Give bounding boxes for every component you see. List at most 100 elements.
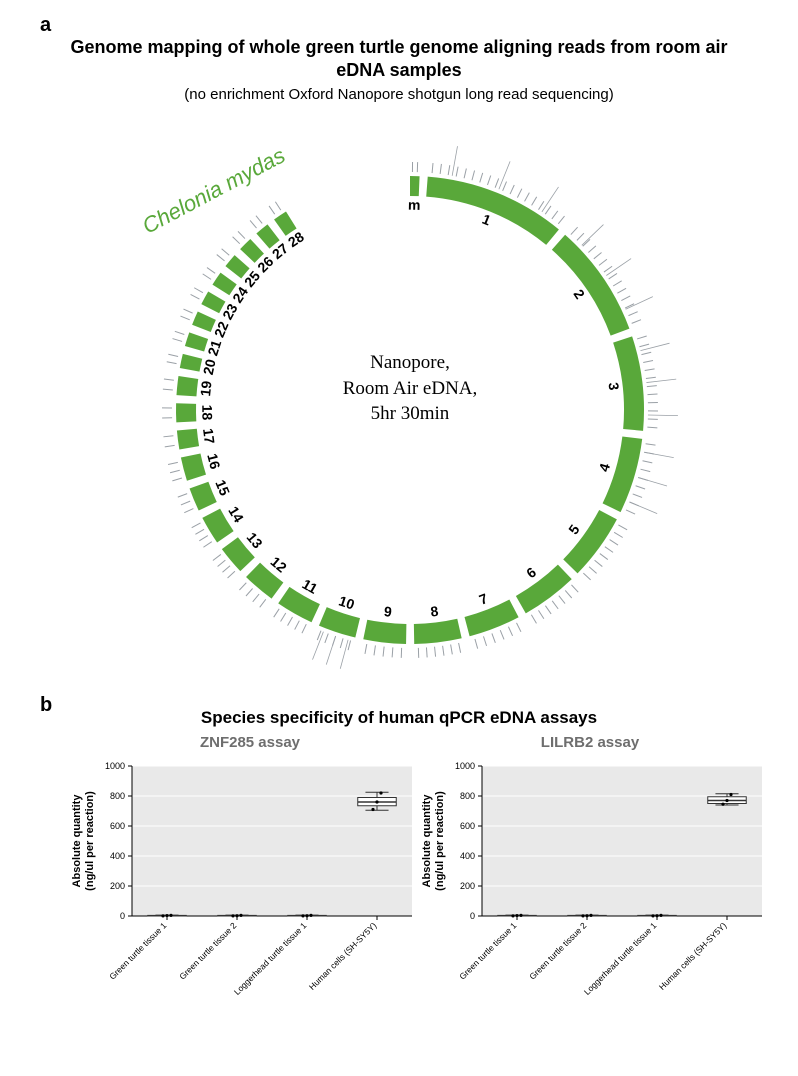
data-point <box>659 914 662 917</box>
coverage-tick <box>571 585 578 592</box>
coverage-longtick <box>638 478 667 487</box>
chromosome-label: 16 <box>204 452 223 471</box>
chromosome-label: 17 <box>200 427 218 445</box>
data-point <box>169 914 172 917</box>
coverage-tick <box>503 182 507 191</box>
center-line2: Room Air eDNA, <box>343 378 478 399</box>
ytick-label: 800 <box>110 791 125 801</box>
data-point <box>231 914 234 917</box>
coverage-tick <box>545 606 551 614</box>
circos-center-text: Nanopore, Room Air eDNA, 5hr 30min <box>290 350 530 427</box>
coverage-tick <box>508 627 512 636</box>
coverage-tick <box>552 211 558 219</box>
coverage-tick <box>532 197 537 206</box>
circos-arc <box>176 403 196 422</box>
panel-b-letter: b <box>40 694 52 717</box>
coverage-tick <box>207 268 215 274</box>
coverage-tick <box>192 523 201 528</box>
coverage-tick <box>181 501 190 505</box>
data-point <box>379 791 382 794</box>
data-point <box>589 914 592 917</box>
coverage-tick <box>559 596 565 604</box>
data-point <box>161 914 164 917</box>
coverage-tick <box>648 394 658 395</box>
circos-arc <box>563 510 617 573</box>
coverage-tick <box>646 444 656 445</box>
coverage-tick <box>492 633 495 642</box>
coverage-longtick <box>606 259 631 276</box>
xtick-label: Human cells (SH-SY5Y) <box>657 920 729 992</box>
coverage-tick <box>180 316 189 320</box>
chromosome-label: 21 <box>204 338 224 358</box>
coverage-tick <box>295 621 300 630</box>
panel-b-title: Species specificity of human qPCR eDNA a… <box>60 708 738 728</box>
chromosome-label: 11 <box>300 576 321 597</box>
coverage-tick <box>167 362 177 364</box>
ytick-label: 400 <box>110 851 125 861</box>
coverage-tick <box>588 246 595 253</box>
coverage-longtick <box>313 632 324 660</box>
coverage-tick <box>238 231 245 238</box>
coverage-tick <box>228 571 235 578</box>
coverage-tick <box>643 361 653 363</box>
coverage-tick <box>250 220 256 228</box>
coverage-tick <box>172 478 182 481</box>
coverage-longtick <box>542 187 559 212</box>
circos-arc <box>319 607 360 637</box>
panel-a-letter: a <box>40 14 51 37</box>
ytick-label: 600 <box>460 821 475 831</box>
data-point <box>239 914 242 917</box>
xtick-label: Green turtle tissue 1 <box>457 920 518 981</box>
data-point <box>581 914 584 917</box>
coverage-tick <box>613 281 622 286</box>
data-point <box>301 914 304 917</box>
xtick-label: Loggerhead turtle tissue 1 <box>582 920 659 997</box>
coverage-tick <box>222 566 230 573</box>
coverage-longtick <box>644 452 674 457</box>
coverage-tick <box>163 436 173 437</box>
ytick-label: 200 <box>110 881 125 891</box>
chromosome-label: 5 <box>565 521 583 537</box>
coverage-tick <box>483 636 486 646</box>
coverage-tick <box>464 168 466 178</box>
coverage-longtick <box>626 297 653 310</box>
ytick-label: 200 <box>460 881 475 891</box>
chromosome-label: m <box>408 197 421 213</box>
coverage-tick <box>641 352 651 354</box>
circos-arc <box>414 619 462 644</box>
data-point <box>309 914 312 917</box>
chromosome-label: 2 <box>571 286 589 302</box>
coverage-tick <box>459 643 461 653</box>
coverage-tick <box>525 193 530 202</box>
coverage-tick <box>203 274 211 279</box>
ytick-label: 800 <box>460 791 475 801</box>
coverage-tick <box>480 173 483 183</box>
center-line3: 5hr 30min <box>371 403 450 424</box>
ytick-label: 600 <box>110 821 125 831</box>
coverage-longtick <box>630 502 658 514</box>
coverage-tick <box>558 216 564 224</box>
boxplot-znf285: 02004006008001000Absolute quantity(ng/ul… <box>70 758 418 1031</box>
coverage-tick <box>599 259 607 265</box>
chromosome-label: 12 <box>268 553 290 575</box>
coverage-tick <box>432 163 433 173</box>
coverage-tick <box>628 312 637 316</box>
coverage-tick <box>203 542 211 548</box>
coverage-tick <box>604 266 612 272</box>
coverage-tick <box>440 164 441 174</box>
boxplot-svg: 02004006008001000Absolute quantity(ng/ul… <box>420 758 768 1026</box>
ytick-label: 0 <box>470 911 475 921</box>
coverage-tick <box>487 176 490 185</box>
coverage-tick <box>435 647 436 657</box>
circos-arc <box>516 565 572 614</box>
boxplot-lilrb2: 02004006008001000Absolute quantity(ng/ul… <box>420 758 768 1031</box>
coverage-tick <box>218 560 226 566</box>
coverage-tick <box>539 201 544 209</box>
circos-arc <box>410 176 420 196</box>
coverage-tick <box>647 427 657 428</box>
coverage-tick <box>647 386 657 387</box>
ylabel-1: Absolute quantity <box>71 794 83 888</box>
chromosome-label: 7 <box>477 590 490 608</box>
coverage-tick <box>191 294 200 299</box>
coverage-tick <box>426 647 427 657</box>
